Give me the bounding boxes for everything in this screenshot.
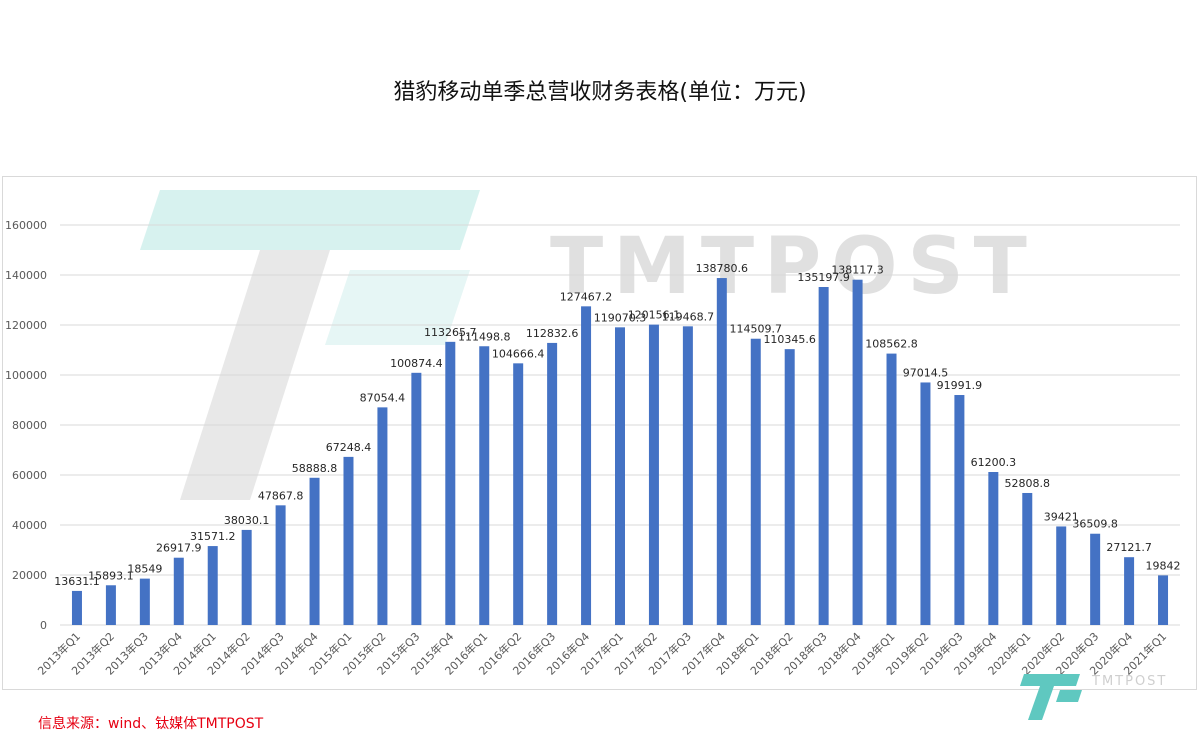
chart-area-border <box>2 176 1197 690</box>
bar-2013年Q4 <box>173 557 184 625</box>
data-label: 27121.7 <box>1106 541 1152 554</box>
bar-2016年Q3 <box>547 342 558 625</box>
data-label: 38030.1 <box>224 514 270 527</box>
data-label: 119468.7 <box>662 310 715 323</box>
bar-2018年Q3 <box>818 287 829 625</box>
bar-2020年Q4 <box>1124 557 1135 625</box>
data-label: 91991.9 <box>937 379 983 392</box>
bar-2016年Q4 <box>581 306 592 625</box>
y-tick-label: 20000 <box>12 569 47 582</box>
bar-2020年Q3 <box>1090 533 1101 625</box>
data-label: 135197.9 <box>797 271 850 284</box>
bar-2013年Q1 <box>71 590 82 625</box>
bar-2018年Q4 <box>852 279 863 625</box>
bar-2019年Q4 <box>988 471 999 625</box>
bar-2020年Q2 <box>1056 526 1067 625</box>
data-label: 36509.8 <box>1072 518 1118 531</box>
bar-2016年Q1 <box>479 346 490 625</box>
bar-2013年Q3 <box>139 578 150 625</box>
data-label: 87054.4 <box>360 391 406 404</box>
data-label: 13631.1 <box>54 575 100 588</box>
data-label: 52808.8 <box>1005 477 1051 490</box>
bar-2019年Q1 <box>886 353 897 625</box>
data-label: 97014.5 <box>903 366 949 379</box>
data-label: 113265.7 <box>424 326 477 339</box>
bar-2017年Q2 <box>648 324 659 625</box>
data-label: 31571.2 <box>190 530 236 543</box>
y-tick-label: 120000 <box>5 319 47 332</box>
tmtpost-watermark-text: TMTPOST <box>550 222 1037 312</box>
bar-2015年Q3 <box>411 372 422 625</box>
bar-2014年Q4 <box>309 477 320 625</box>
data-label: 61200.3 <box>971 456 1017 469</box>
data-label: 18549 <box>127 563 162 576</box>
bar-2019年Q2 <box>920 382 931 625</box>
bar-2018年Q2 <box>784 349 795 625</box>
bar-2017年Q4 <box>716 278 727 625</box>
bar-2016年Q2 <box>513 363 524 625</box>
chart-title: 猎豹移动单季总营收财务表格(单位：万元) <box>393 80 807 105</box>
data-label: 112832.6 <box>526 327 579 340</box>
source-note: 信息来源：wind、钛媒体TMTPOST <box>38 716 264 732</box>
data-label: 108562.8 <box>865 338 918 351</box>
bar-2015年Q1 <box>343 456 354 625</box>
data-label: 15893.1 <box>88 569 134 582</box>
data-label: 138780.6 <box>696 262 749 275</box>
data-label: 119070.3 <box>594 311 647 324</box>
bar-2020年Q1 <box>1022 492 1033 625</box>
bar-2015年Q4 <box>445 341 456 625</box>
y-tick-label: 0 <box>40 619 47 632</box>
data-label: 39421 <box>1044 510 1079 523</box>
tmtpost-corner-logo <box>1020 674 1082 720</box>
bar-2014年Q3 <box>275 505 286 625</box>
y-tick-label: 100000 <box>5 369 47 382</box>
data-label: 138117.3 <box>831 264 884 277</box>
bar-2017年Q3 <box>682 326 693 625</box>
bar-2018年Q1 <box>750 338 761 625</box>
y-tick-label: 140000 <box>5 269 47 282</box>
data-label: 111498.8 <box>458 330 511 343</box>
data-label: 47867.8 <box>258 489 304 502</box>
data-label: 120156.1 <box>628 309 681 322</box>
bar-2019年Q3 <box>954 395 965 625</box>
y-tick-label: 60000 <box>12 469 47 482</box>
y-tick-label: 160000 <box>5 219 47 232</box>
data-label: 26917.9 <box>156 542 202 555</box>
bar-2013年Q2 <box>105 585 116 625</box>
data-label: 110345.6 <box>763 333 816 346</box>
bar-2017年Q1 <box>615 327 625 625</box>
data-label: 58888.8 <box>292 462 338 475</box>
bar-2014年Q1 <box>207 546 218 625</box>
corner-brand-text: TMTPOST <box>1092 674 1168 689</box>
y-tick-label: 80000 <box>12 419 47 432</box>
y-tick-label: 40000 <box>12 519 47 532</box>
data-label: 114509.7 <box>730 323 783 336</box>
bar-2014年Q2 <box>241 529 252 625</box>
data-label: 67248.4 <box>326 441 372 454</box>
data-label: 127467.2 <box>560 290 613 303</box>
bar-2021年Q1 <box>1158 575 1169 625</box>
data-label: 19842 <box>1146 559 1181 572</box>
bar-2015年Q2 <box>377 407 388 625</box>
data-label: 100874.4 <box>390 357 443 370</box>
data-label: 104666.4 <box>492 347 545 360</box>
